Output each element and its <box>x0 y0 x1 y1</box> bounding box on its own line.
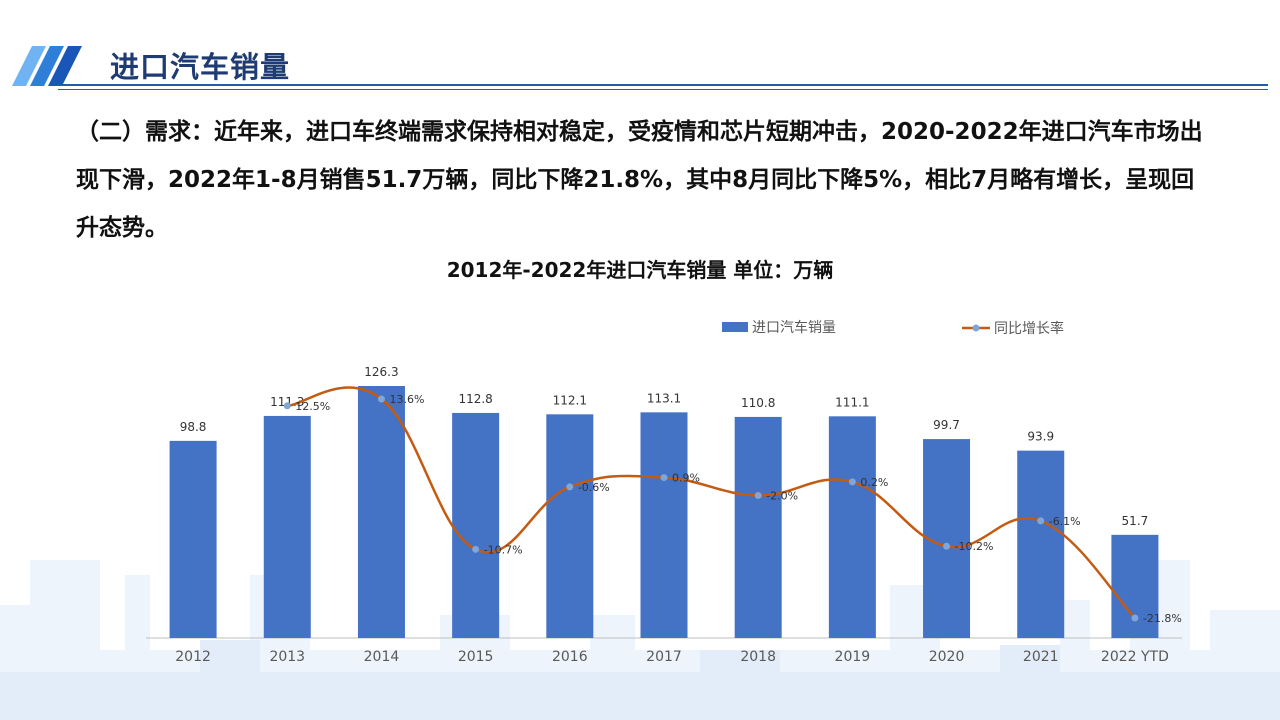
bar-label-2014: 126.3 <box>364 365 398 379</box>
growth-point-2014 <box>377 395 385 403</box>
growth-label-2020: -10.2% <box>955 540 994 553</box>
chart-title: 2012年-2022年进口汽车销量 单位：万辆 <box>446 258 834 282</box>
bar-2017 <box>640 412 688 638</box>
growth-label-2018: -2.0% <box>766 490 798 503</box>
bar-2013 <box>263 415 311 638</box>
bar-2012 <box>169 440 217 638</box>
bar-2018 <box>734 416 782 638</box>
bar-label-2022-YTD: 51.7 <box>1122 514 1149 528</box>
bar-label-2012: 98.8 <box>180 420 207 434</box>
growth-label-2019: 0.2% <box>860 476 888 489</box>
bar-label-2021: 93.9 <box>1027 430 1054 444</box>
bar-label-2013: 111.3 <box>270 395 304 409</box>
bar-label-2019: 111.1 <box>835 395 869 409</box>
growth-point-2017 <box>660 474 668 482</box>
bar-label-2018: 110.8 <box>741 396 775 410</box>
growth-point-2022-YTD <box>1131 614 1139 622</box>
x-tick-label-2019: 2019 <box>835 649 871 665</box>
growth-point-2019 <box>848 478 856 486</box>
bar-label-2020: 99.7 <box>933 418 960 432</box>
bar-label-2015: 112.8 <box>458 392 492 406</box>
growth-point-2013 <box>283 402 291 410</box>
title-divider-thin <box>58 89 1268 90</box>
growth-point-2020 <box>943 542 951 550</box>
growth-label-2014: 13.6% <box>389 393 424 406</box>
x-tick-label-2016: 2016 <box>552 649 588 665</box>
header-stripes-icon <box>12 46 82 86</box>
growth-point-2015 <box>472 545 480 553</box>
bar-label-2017: 113.1 <box>647 391 681 405</box>
title-divider <box>58 84 1268 86</box>
bar-2016 <box>546 414 594 638</box>
x-tick-label-2013: 2013 <box>269 649 305 665</box>
growth-label-2016: -0.6% <box>578 481 610 494</box>
growth-point-2021 <box>1037 517 1045 525</box>
growth-point-2016 <box>566 483 574 491</box>
bar-2019 <box>828 416 876 638</box>
growth-label-2021: -6.1% <box>1049 515 1081 528</box>
page-title: 进口汽车销量 <box>110 50 291 84</box>
bar-label-2016: 112.1 <box>553 393 587 407</box>
bar-2021 <box>1017 450 1065 638</box>
legend-line-label: 同比增长率 <box>994 320 1064 337</box>
x-tick-label-2015: 2015 <box>458 649 494 665</box>
x-tick-label-2012: 2012 <box>175 649 211 665</box>
legend-bar-label: 进口汽车销量 <box>752 319 836 336</box>
x-tick-label-2017: 2017 <box>646 649 682 665</box>
x-tick-label-2022-YTD: 2022 YTD <box>1101 649 1169 665</box>
x-tick-label-2021: 2021 <box>1023 649 1059 665</box>
legend-bar-swatch <box>722 322 748 332</box>
growth-label-2017: 0.9% <box>672 472 700 485</box>
bar-2014 <box>357 386 405 638</box>
growth-label-2022-YTD: -21.8% <box>1143 612 1182 625</box>
bar-2020 <box>923 439 971 638</box>
bar-2015 <box>452 412 500 638</box>
x-tick-label-2020: 2020 <box>929 649 965 665</box>
x-tick-label-2014: 2014 <box>364 649 400 665</box>
growth-label-2013: 12.5% <box>295 400 330 413</box>
growth-point-2018 <box>754 492 762 500</box>
growth-rate-line <box>287 386 1136 619</box>
legend-line-marker <box>972 324 980 332</box>
x-tick-label-2018: 2018 <box>740 649 776 665</box>
growth-label-2015: -10.7% <box>484 543 523 556</box>
body-paragraph: （二）需求：近年来，进口车终端需求保持相对稳定，受疫情和芯片短期冲击，2020-… <box>76 119 1203 241</box>
